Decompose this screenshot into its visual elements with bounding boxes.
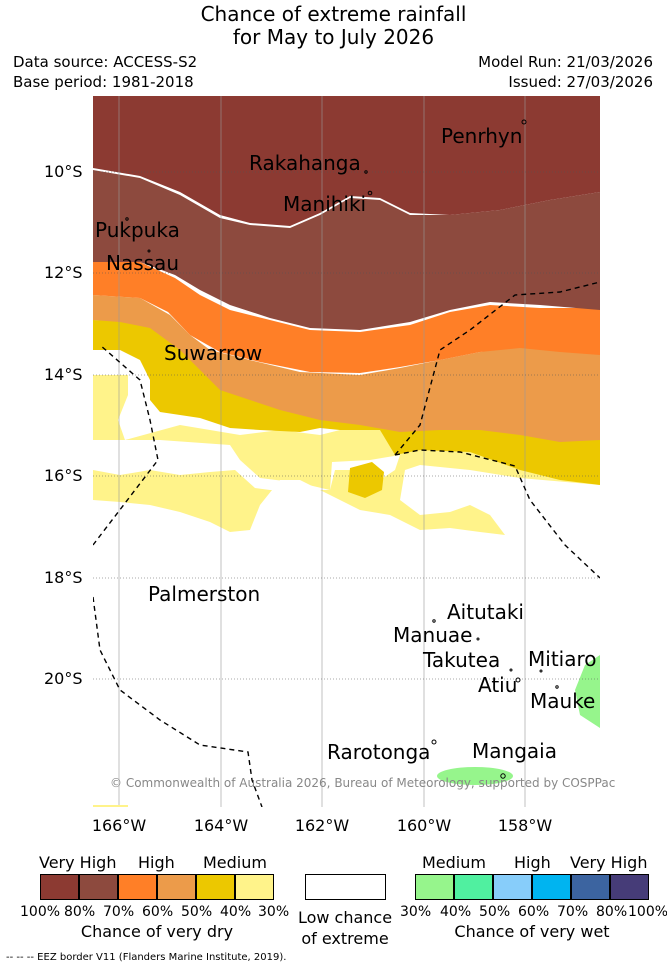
lon-label: 162°W (294, 816, 350, 835)
wet-category-high: High (514, 853, 551, 872)
lat-label: 12°S (44, 263, 83, 282)
dry-swatch-30-40 (235, 874, 274, 900)
place-label-palmerston: Palmerston (148, 582, 261, 606)
dry-tick: 100% (20, 904, 61, 920)
lat-label: 16°S (44, 466, 83, 485)
wet-tick: 30% (400, 904, 432, 920)
dry-category-medium: Medium (203, 853, 267, 872)
dry-category-high: High (138, 853, 175, 872)
place-label-rakahanga: Rakahanga (249, 151, 361, 175)
low-chance-gap-region (93, 440, 400, 490)
place-label-takutea: Takutea (423, 648, 501, 672)
place-label-mitiaro: Mitiaro (528, 647, 597, 671)
dry-60-70-region (93, 262, 600, 373)
place-label-manihiki: Manihiki (283, 192, 367, 216)
dry-swatch-80-100 (40, 874, 79, 900)
wet-tick: 60% (518, 904, 550, 920)
dry-tick: 50% (181, 904, 213, 920)
lon-label: 166°W (91, 816, 147, 835)
dry-tick: 30% (258, 904, 290, 920)
dry-tick: 60% (142, 904, 174, 920)
wet-30-40-patch-east (575, 655, 600, 728)
place-label-suwarrow: Suwarrow (164, 341, 263, 365)
wet-swatch-60-70 (532, 874, 571, 900)
wet-tick: 50% (479, 904, 511, 920)
low-chance-label-2: of extreme (301, 929, 389, 948)
dry-caption: Chance of very dry (80, 922, 234, 941)
low-chance-label: Low chance (297, 908, 393, 927)
model-run: Model Run: 21/03/2026 (478, 53, 653, 71)
place-label-atiu: Atiu (478, 673, 518, 697)
wet-category-very-high: Very High (570, 853, 648, 872)
dry-50-60-region (93, 295, 600, 442)
wet-caption: Chance of very wet (454, 922, 610, 941)
dry-swatch-40-50 (196, 874, 235, 900)
place-label-manuae: Manuae (393, 623, 473, 647)
dry-swatch-60-70 (118, 874, 157, 900)
issued-date: Issued: 27/03/2026 (508, 73, 653, 91)
place-label-penrhyn: Penrhyn (441, 124, 523, 148)
map-subtitle: for May to July 2026 (232, 25, 435, 49)
dry-swatch-70-80 (79, 874, 118, 900)
lat-label: 18°S (44, 568, 83, 587)
grid (118, 96, 526, 807)
lon-label: 160°W (396, 816, 452, 835)
dry-swatch-50-60 (157, 874, 196, 900)
wet-30-40-patch-south (437, 767, 513, 785)
eez-note: -- -- -- EEZ border V11 (Flanders Marine… (6, 952, 287, 963)
low-chance-swatch (305, 874, 386, 900)
dry-tick: 80% (64, 904, 96, 920)
dry-tick: 40% (220, 904, 252, 920)
dry-30-40-region (93, 375, 600, 535)
place-label-aitutaki: Aitutaki (447, 600, 524, 624)
place-label-mangaia: Mangaia (472, 739, 557, 763)
wet-tick: 80% (596, 904, 628, 920)
wet-swatch-30-40 (415, 874, 454, 900)
place-label-rarotonga: Rarotonga (327, 740, 431, 764)
copyright-notice: © Commonwealth of Australia 2026, Bureau… (110, 776, 616, 790)
dry-70-80-region (93, 170, 600, 330)
wet-tick: 70% (557, 904, 589, 920)
data-source: Data source: ACCESS-S2 (13, 53, 198, 71)
dry-80-100-region (93, 96, 600, 226)
wet-tick: 40% (440, 904, 472, 920)
place-label-pukpuka: Pukpuka (95, 218, 180, 242)
island-marks (125, 119, 559, 779)
lon-label: 158°W (497, 816, 553, 835)
eez-border (93, 281, 600, 807)
dry-category-very-high: Very High (39, 853, 117, 872)
lat-label: 10°S (44, 162, 83, 181)
wet-tick: 100% (628, 904, 667, 920)
map-title: Chance of extreme rainfall (200, 2, 467, 26)
dry-40-50-patch (348, 462, 384, 498)
lon-label: 164°W (193, 816, 249, 835)
wet-swatch-70-80 (571, 874, 610, 900)
lat-label: 20°S (44, 669, 83, 688)
place-label-nassau: Nassau (106, 251, 179, 275)
wet-swatch-50-60 (493, 874, 532, 900)
lat-label: 14°S (44, 365, 83, 384)
place-label-mauke: Mauke (530, 689, 596, 713)
wet-swatch-40-50 (454, 874, 493, 900)
dry-40-50-region (93, 320, 600, 485)
wet-category-medium: Medium (422, 853, 486, 872)
dry-tick: 70% (103, 904, 135, 920)
lat-grid (93, 171, 600, 680)
wet-swatch-80-100 (610, 874, 649, 900)
base-period: Base period: 1981-2018 (13, 73, 194, 91)
